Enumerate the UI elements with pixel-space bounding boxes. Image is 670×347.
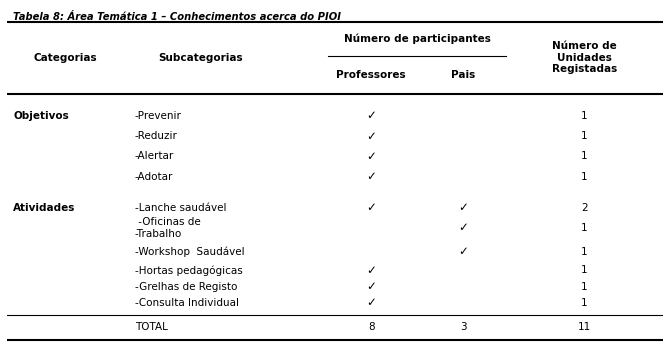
- Text: -Consulta Individual: -Consulta Individual: [135, 298, 239, 308]
- Text: ✓: ✓: [458, 221, 468, 235]
- Text: ✓: ✓: [366, 264, 376, 277]
- Text: ✓: ✓: [366, 150, 376, 163]
- Text: 1: 1: [581, 152, 588, 161]
- Text: -Workshop  Saudável: -Workshop Saudável: [135, 246, 245, 257]
- Text: -Alertar: -Alertar: [135, 152, 174, 161]
- Text: 1: 1: [581, 223, 588, 233]
- Text: ✓: ✓: [366, 201, 376, 214]
- Text: Categorias: Categorias: [34, 53, 98, 63]
- Text: 1: 1: [581, 111, 588, 121]
- Text: -Lanche saudável: -Lanche saudável: [135, 203, 226, 212]
- Text: -Reduzir: -Reduzir: [135, 131, 178, 141]
- Text: -Hortas pedagógicas: -Hortas pedagógicas: [135, 265, 243, 276]
- Text: Tabela 8: Área Temática 1 – Conhecimentos acerca do PIOI: Tabela 8: Área Temática 1 – Conhecimento…: [13, 12, 341, 22]
- Text: Professores: Professores: [336, 70, 406, 80]
- Text: Número de
Unidades
Registadas: Número de Unidades Registadas: [552, 41, 617, 75]
- Text: 11: 11: [578, 322, 591, 332]
- Text: -Oficinas de
-Trabalho: -Oficinas de -Trabalho: [135, 217, 200, 239]
- Text: 1: 1: [581, 298, 588, 308]
- Text: Pais: Pais: [451, 70, 475, 80]
- Text: 1: 1: [581, 131, 588, 141]
- Text: TOTAL: TOTAL: [135, 322, 168, 332]
- Text: ✓: ✓: [366, 109, 376, 122]
- Text: Objetivos: Objetivos: [13, 111, 69, 121]
- Text: ✓: ✓: [366, 296, 376, 309]
- Text: 2: 2: [581, 203, 588, 212]
- Text: ✓: ✓: [366, 280, 376, 293]
- Text: ✓: ✓: [366, 170, 376, 184]
- Text: ✓: ✓: [366, 129, 376, 143]
- Text: Número de participantes: Número de participantes: [344, 34, 490, 44]
- Text: 1: 1: [581, 172, 588, 182]
- Text: ✓: ✓: [458, 245, 468, 258]
- Text: 8: 8: [368, 322, 375, 332]
- Text: -Adotar: -Adotar: [135, 172, 173, 182]
- Text: 1: 1: [581, 282, 588, 292]
- Text: Subcategorias: Subcategorias: [158, 53, 243, 63]
- Text: -Grelhas de Registo: -Grelhas de Registo: [135, 282, 237, 292]
- Text: Atividades: Atividades: [13, 203, 76, 212]
- Text: 3: 3: [460, 322, 466, 332]
- Text: -Prevenir: -Prevenir: [135, 111, 182, 121]
- Text: ✓: ✓: [458, 201, 468, 214]
- Text: 1: 1: [581, 265, 588, 276]
- Text: 1: 1: [581, 247, 588, 257]
